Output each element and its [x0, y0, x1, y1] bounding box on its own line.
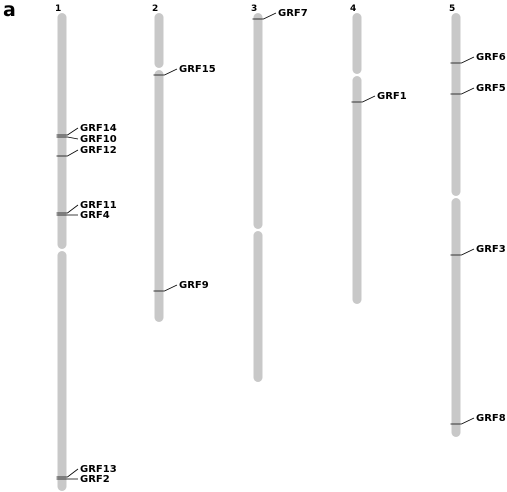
gene-label: GRF15 — [179, 64, 216, 75]
chromosome-arm — [154, 70, 164, 322]
gene-label: GRF2 — [80, 474, 110, 485]
chromosome-number: 1 — [55, 4, 61, 14]
gene-label: GRF5 — [476, 83, 506, 94]
gene-marker — [450, 248, 475, 256]
chromosome-arm — [253, 13, 263, 229]
gene-marker — [351, 95, 376, 103]
chromosome-arm — [57, 251, 67, 491]
chromosome-arm — [253, 231, 263, 382]
chromosome-4: 4 GRF1 — [350, 4, 407, 304]
chromosome-5: 5 GRF6 GRF5 GRF3 GRF8 — [449, 4, 506, 437]
gene-label: GRF8 — [476, 413, 506, 424]
chromosome-arm — [154, 13, 164, 68]
chromosome-number: 4 — [350, 4, 356, 14]
chromosome-arm — [352, 13, 362, 74]
chromosome-arm — [352, 76, 362, 304]
chromosome-arm — [451, 198, 461, 437]
gene-marker — [450, 56, 475, 64]
gene-marker — [252, 12, 277, 20]
gene-marker — [450, 417, 475, 425]
gene-label: GRF10 — [80, 134, 117, 145]
chromosome-number: 5 — [449, 4, 455, 14]
gene-label: GRF7 — [278, 8, 308, 19]
gene-marker — [56, 149, 79, 157]
panel-label: a — [3, 0, 16, 21]
gene-marker — [153, 68, 178, 76]
gene-marker — [153, 284, 178, 292]
chromosome-number: 3 — [251, 4, 257, 14]
chromosome-3: 3 GRF7 — [251, 4, 308, 382]
gene-label: GRF14 — [80, 123, 117, 134]
gene-marker — [56, 204, 79, 214]
gene-marker — [56, 127, 79, 136]
chromosome-arm — [451, 13, 461, 196]
gene-label: GRF4 — [80, 210, 110, 221]
gene-label: GRF9 — [179, 280, 209, 291]
gene-label: GRF3 — [476, 244, 506, 255]
gene-label: GRF11 — [80, 200, 117, 211]
gene-label: GRF6 — [476, 52, 506, 63]
chromosome-number: 2 — [152, 4, 158, 14]
gene-marker — [56, 468, 79, 478]
gene-label: GRF12 — [80, 145, 117, 156]
gene-label: GRF13 — [80, 464, 117, 475]
gene-marker — [450, 87, 475, 95]
gene-marker — [56, 136, 79, 140]
chromosome-2: 2 GRF15 GRF9 — [152, 4, 216, 322]
gene-label: GRF1 — [377, 91, 407, 102]
chromosome-arm — [57, 13, 67, 249]
